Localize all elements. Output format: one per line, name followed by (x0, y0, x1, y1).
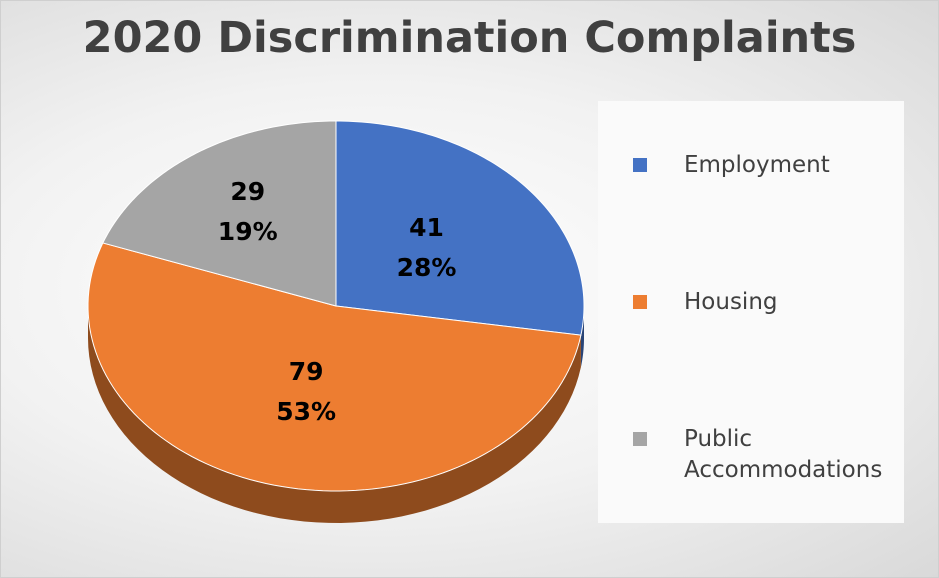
legend-swatch (633, 158, 647, 172)
pie-slice-side (88, 306, 581, 523)
data-label-percent: 28% (396, 253, 457, 283)
pie-slice (102, 120, 337, 307)
data-label-value: 41 (409, 213, 444, 243)
chart-title: 2020 Discrimination Complaints (82, 13, 857, 63)
pie-slice (335, 120, 585, 336)
data-label-value: 29 (230, 177, 266, 207)
data-label: 41 28% (397, 208, 457, 288)
data-label: 79 53% (276, 352, 336, 432)
legend-label: Housing (684, 289, 778, 315)
data-label-percent: 53% (276, 396, 337, 426)
legend-label: Employment (684, 152, 830, 178)
legend-swatch (633, 295, 647, 309)
pie-slice (87, 242, 582, 492)
data-label-percent: 19% (217, 217, 278, 247)
legend-swatch (633, 432, 647, 446)
legend: Employment Housing Public Accommodations (598, 101, 904, 523)
legend-label: Public Accommodations (684, 426, 883, 483)
data-label-value: 79 (288, 356, 324, 386)
data-label: 29 19% (218, 172, 278, 252)
